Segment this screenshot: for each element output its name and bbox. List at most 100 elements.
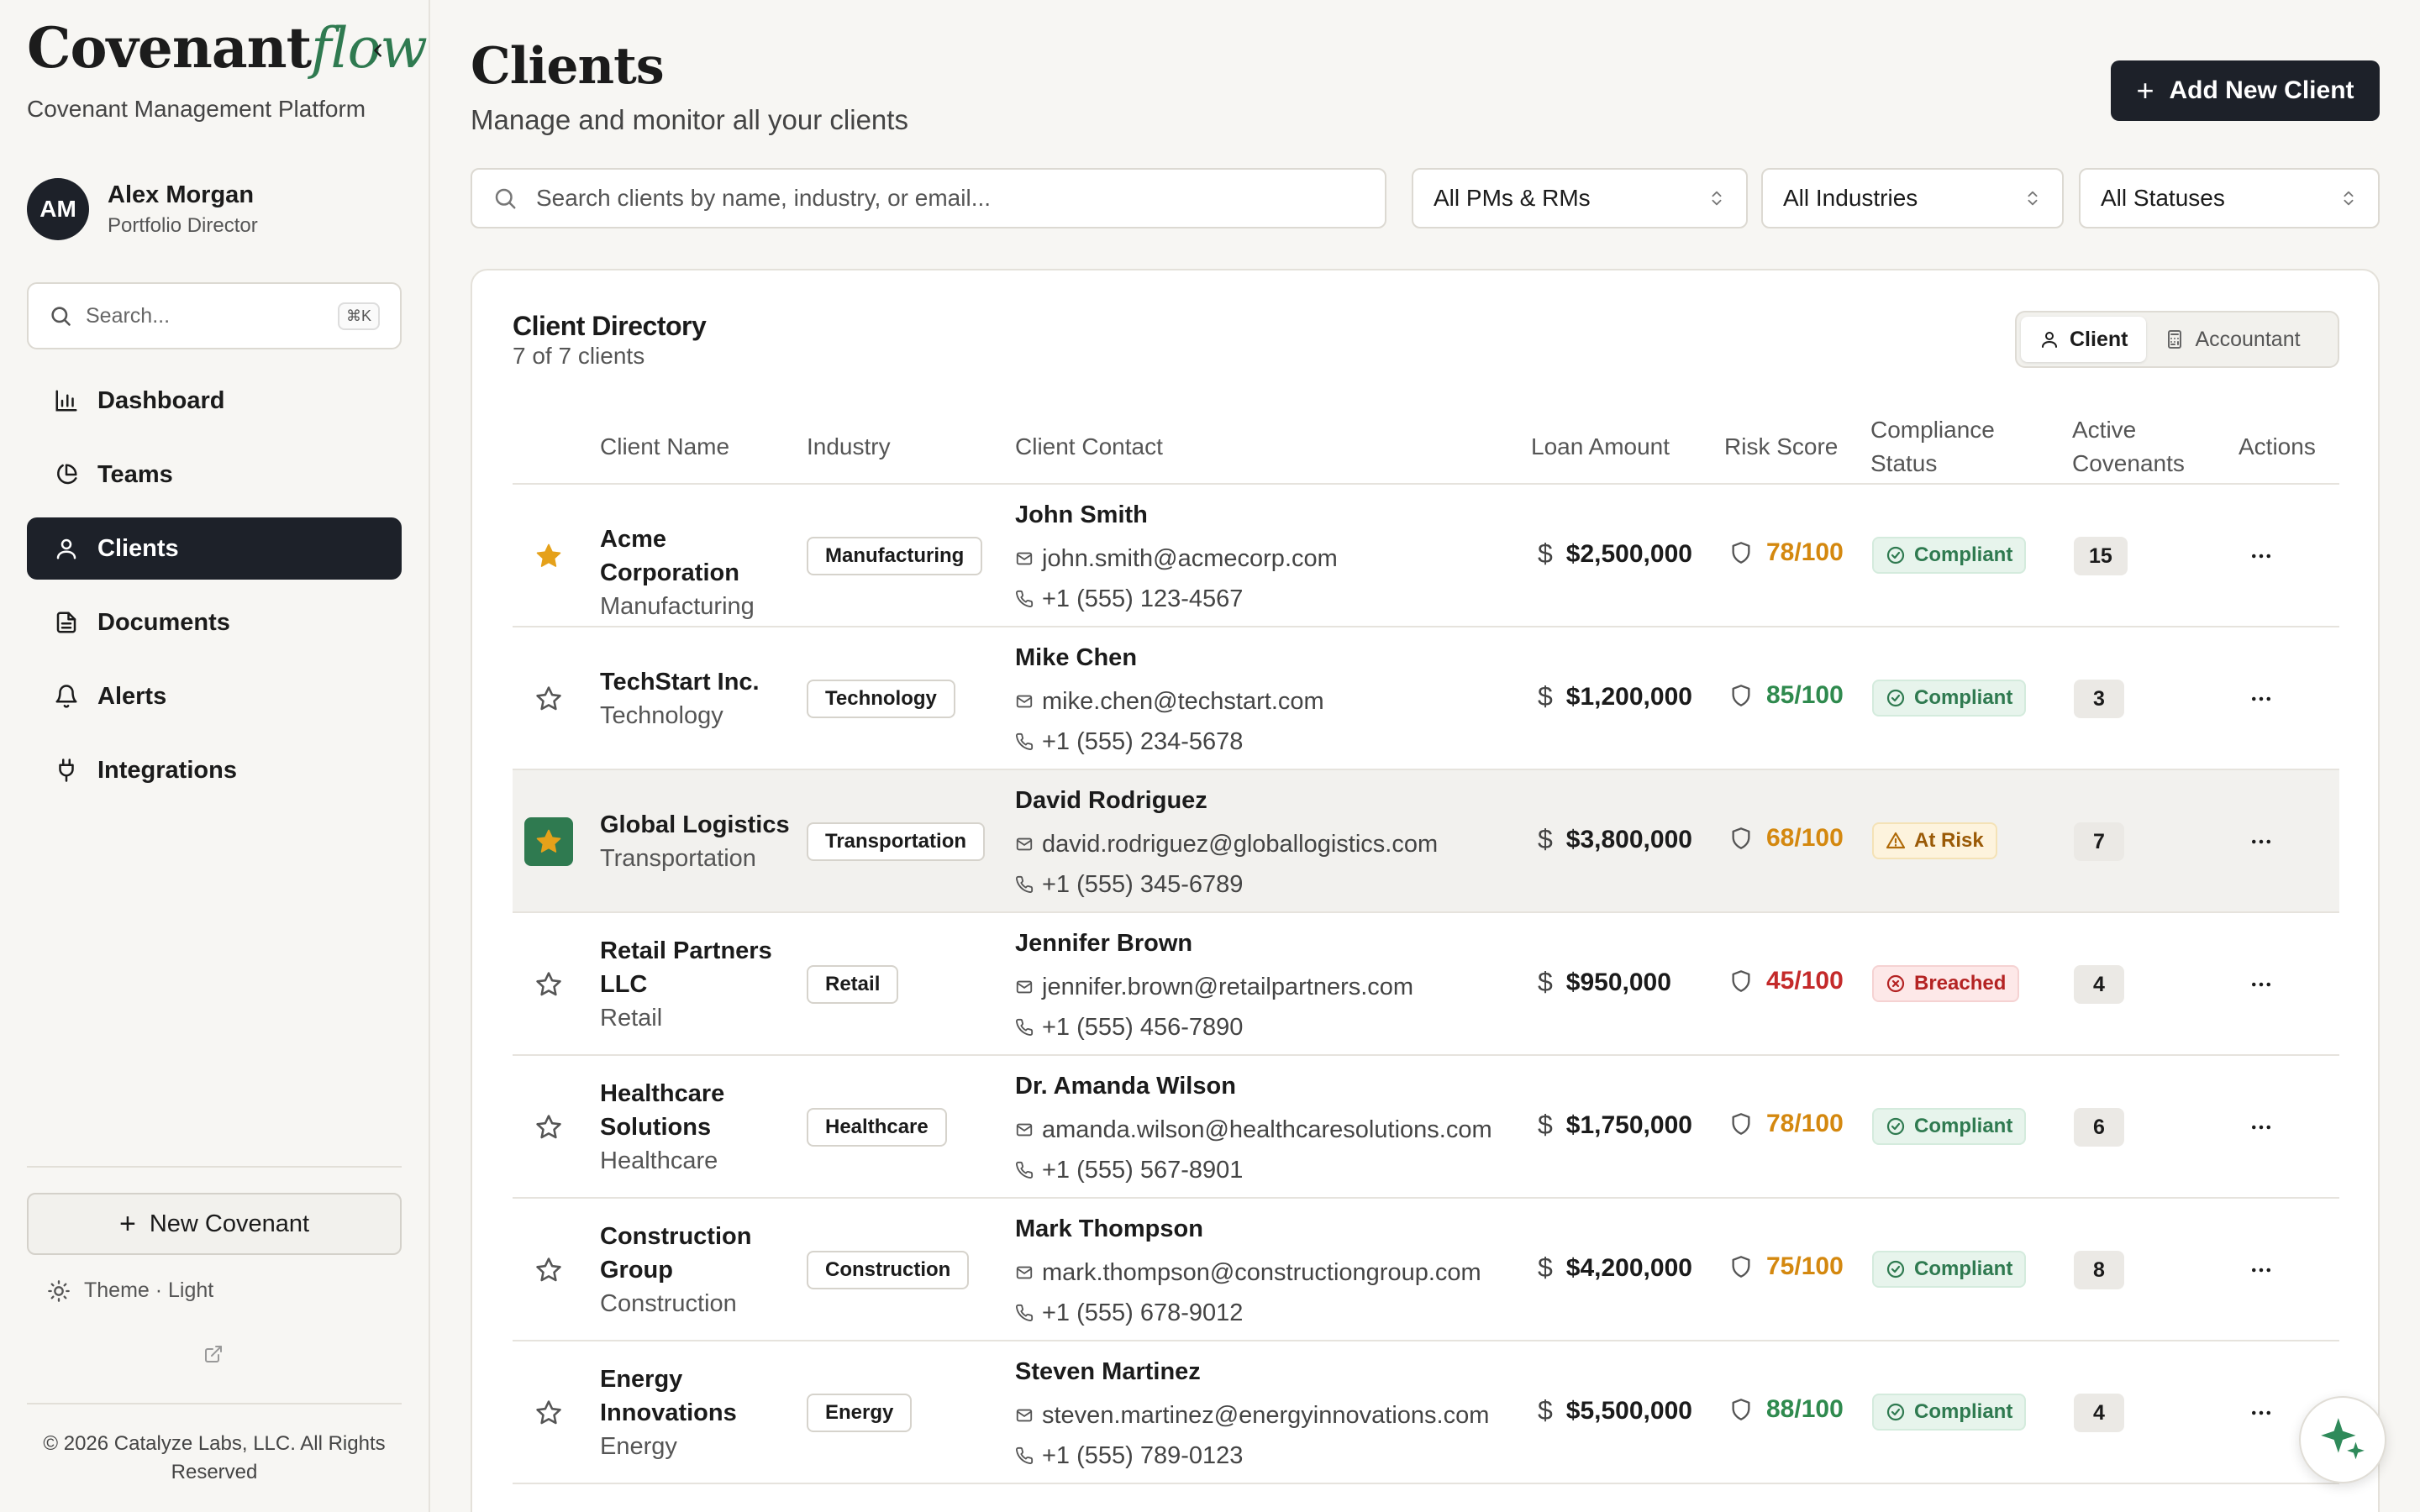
industry-select[interactable]: All Industries — [1761, 168, 2064, 228]
favorite-star-button[interactable] — [531, 538, 566, 574]
theme-toggle[interactable]: Theme · Light — [47, 1278, 213, 1303]
status-select[interactable]: All Statuses — [2079, 168, 2380, 228]
column-header-client-contact[interactable]: Client Contact — [1015, 433, 1163, 459]
contact-phone[interactable]: +1 (555) 456-7890 — [1015, 1007, 1413, 1047]
client-name[interactable]: Construction Group — [600, 1223, 752, 1284]
sidebar-search-input[interactable]: Search... ⌘K — [27, 282, 402, 349]
loan-amount: $ $2,500,000 — [1538, 538, 1692, 570]
contact-phone[interactable]: +1 (555) 345-6789 — [1015, 864, 1438, 905]
sidebar-item-dashboard[interactable]: Dashboard — [27, 370, 402, 432]
contact-phone-text[interactable]: +1 (555) 456-7890 — [1042, 1013, 1244, 1041]
contact-email-text[interactable]: mark.thompson@constructiongroup.com — [1042, 1258, 1481, 1286]
add-new-client-button[interactable]: + Add New Client — [2111, 60, 2380, 121]
contact-email-text[interactable]: amanda.wilson@healthcaresolutions.com — [1042, 1116, 1492, 1143]
contact-name: Mike Chen — [1015, 644, 1138, 671]
contact-phone-text[interactable]: +1 (555) 123-4567 — [1042, 585, 1244, 612]
contact-email[interactable]: mike.chen@techstart.com — [1015, 681, 1324, 722]
client-name-cell[interactable]: Healthcare Solutions Healthcare — [600, 1077, 793, 1178]
client-name-cell[interactable]: Construction Group Construction — [600, 1220, 793, 1320]
client-name-cell[interactable]: TechStart Inc. Technology — [600, 665, 793, 732]
contact-email[interactable]: amanda.wilson@healthcaresolutions.com — [1015, 1110, 1492, 1150]
favorite-star-button[interactable] — [531, 1252, 566, 1288]
ai-assistant-button[interactable] — [2299, 1396, 2386, 1483]
favorite-star-button[interactable] — [531, 1110, 566, 1145]
contact-email-text[interactable]: john.smith@acmecorp.com — [1042, 544, 1338, 572]
sidebar-item-teams[interactable]: Teams — [27, 444, 402, 506]
contact-email[interactable]: david.rodriguez@globallogistics.com — [1015, 824, 1438, 864]
external-link-button[interactable] — [203, 1344, 224, 1368]
column-header-industry[interactable]: Industry — [807, 433, 891, 459]
row-actions-button[interactable] — [2242, 822, 2281, 861]
active-covenants-badge: 4 — [2074, 1394, 2124, 1432]
mail-icon — [1016, 1409, 1033, 1422]
phone-icon — [1016, 590, 1034, 607]
client-search-input[interactable]: Search clients by name, industry, or ema… — [471, 168, 1386, 228]
client-name-cell[interactable]: Retail Partners LLC Retail — [600, 934, 793, 1035]
contact-email[interactable]: mark.thompson@constructiongroup.com — [1015, 1252, 1481, 1293]
collapse-sidebar-button[interactable] — [363, 35, 393, 66]
contact-email-text[interactable]: steven.martinez@energyinnovations.com — [1042, 1401, 1490, 1429]
risk-score-value: 88/100 — [1766, 1395, 1844, 1423]
favorite-star-button[interactable] — [531, 967, 566, 1002]
contact-phone[interactable]: +1 (555) 789-0123 — [1015, 1436, 1489, 1476]
status-badge-text: Compliant — [1914, 1257, 2013, 1280]
row-actions-button[interactable] — [2242, 965, 2281, 1004]
table-row[interactable]: Construction Group Construction Constructi… — [513, 1199, 2339, 1341]
client-name[interactable]: Retail Partners LLC — [600, 937, 772, 998]
contact-email[interactable]: steven.martinez@energyinnovations.com — [1015, 1395, 1489, 1436]
contact-phone[interactable]: +1 (555) 234-5678 — [1015, 722, 1324, 762]
row-actions-button[interactable] — [2242, 680, 2281, 718]
favorite-star-button[interactable] — [531, 1395, 566, 1431]
table-row[interactable]: Acme Corporation Manufacturing Manufacturi… — [513, 485, 2339, 627]
plug-icon — [59, 759, 74, 782]
column-header-risk-score[interactable]: Risk Score — [1724, 433, 1839, 459]
contact-email-text[interactable]: jennifer.brown@retailpartners.com — [1042, 973, 1414, 1000]
table-row[interactable]: Retail Partners LLC Retail Retail Jennifer … — [513, 913, 2339, 1056]
status-badge-text: Compliant — [1914, 686, 2013, 709]
favorite-star-button[interactable] — [524, 817, 573, 866]
contact-phone-text[interactable]: +1 (555) 789-0123 — [1042, 1441, 1244, 1469]
user-profile[interactable]: AM Alex Morgan Portfolio Director — [27, 178, 258, 240]
status-badge-text: At Risk — [1914, 829, 1984, 852]
client-name[interactable]: Global Logistics — [600, 811, 790, 838]
sidebar-item-alerts[interactable]: Alerts — [27, 665, 402, 727]
contact-email-text[interactable]: mike.chen@techstart.com — [1042, 687, 1324, 715]
contact-phone[interactable]: +1 (555) 678-9012 — [1015, 1293, 1481, 1333]
client-name-cell[interactable]: Acme Corporation Manufacturing — [600, 522, 793, 623]
column-header-active-covenants[interactable]: Active Covenants — [2072, 417, 2185, 476]
sidebar-item-documents[interactable]: Documents — [27, 591, 402, 654]
table-row[interactable]: Global Logistics Transportation Transporta… — [513, 770, 2339, 913]
row-actions-button[interactable] — [2242, 1108, 2281, 1147]
pm-rm-select[interactable]: All PMs & RMs — [1412, 168, 1748, 228]
client-name-cell[interactable]: Energy Innovations Energy — [600, 1362, 793, 1463]
column-header-loan-amount[interactable]: Loan Amount — [1531, 433, 1670, 459]
column-header-compliance-status[interactable]: Compliance Status — [1870, 417, 1995, 476]
contact-phone[interactable]: +1 (555) 123-4567 — [1015, 579, 1338, 619]
row-actions-button[interactable] — [2242, 1251, 2281, 1289]
client-name[interactable]: TechStart Inc. — [600, 669, 760, 696]
contact-phone[interactable]: +1 (555) 567-8901 — [1015, 1150, 1492, 1190]
contact-email[interactable]: john.smith@acmecorp.com — [1015, 538, 1338, 579]
client-name[interactable]: Healthcare Solutions — [600, 1080, 725, 1141]
new-covenant-button[interactable]: + New Covenant — [27, 1193, 402, 1255]
client-name[interactable]: Energy Innovations — [600, 1366, 737, 1426]
contact-phone-text[interactable]: +1 (555) 567-8901 — [1042, 1156, 1244, 1184]
contact-email[interactable]: jennifer.brown@retailpartners.com — [1015, 967, 1413, 1007]
contact-email-text[interactable]: david.rodriguez@globallogistics.com — [1042, 830, 1439, 858]
table-row[interactable]: Healthcare Solutions Healthcare Healthcare… — [513, 1056, 2339, 1199]
view-accountant-option[interactable]: Accountant — [2146, 317, 2318, 362]
row-actions-button[interactable] — [2242, 537, 2281, 575]
sidebar-item-integrations[interactable]: Integrations — [27, 739, 402, 801]
client-name-cell[interactable]: Global Logistics Transportation — [600, 808, 793, 875]
sidebar-item-clients[interactable]: Clients — [27, 517, 402, 580]
client-name[interactable]: Acme Corporation — [600, 526, 739, 586]
table-row[interactable]: Energy Innovations Energy Energy Steven Mar… — [513, 1341, 2339, 1484]
contact-phone-text[interactable]: +1 (555) 345-6789 — [1042, 870, 1244, 898]
contact-phone-text[interactable]: +1 (555) 678-9012 — [1042, 1299, 1244, 1326]
table-row[interactable]: TechStart Inc. Technology Technology Mike C… — [513, 627, 2339, 770]
contact-phone-text[interactable]: +1 (555) 234-5678 — [1042, 727, 1244, 755]
view-client-option[interactable]: Client — [2021, 317, 2147, 362]
column-header-client-name[interactable]: Client Name — [600, 433, 730, 459]
row-actions-button[interactable] — [2242, 1394, 2281, 1432]
favorite-star-button[interactable] — [531, 681, 566, 717]
